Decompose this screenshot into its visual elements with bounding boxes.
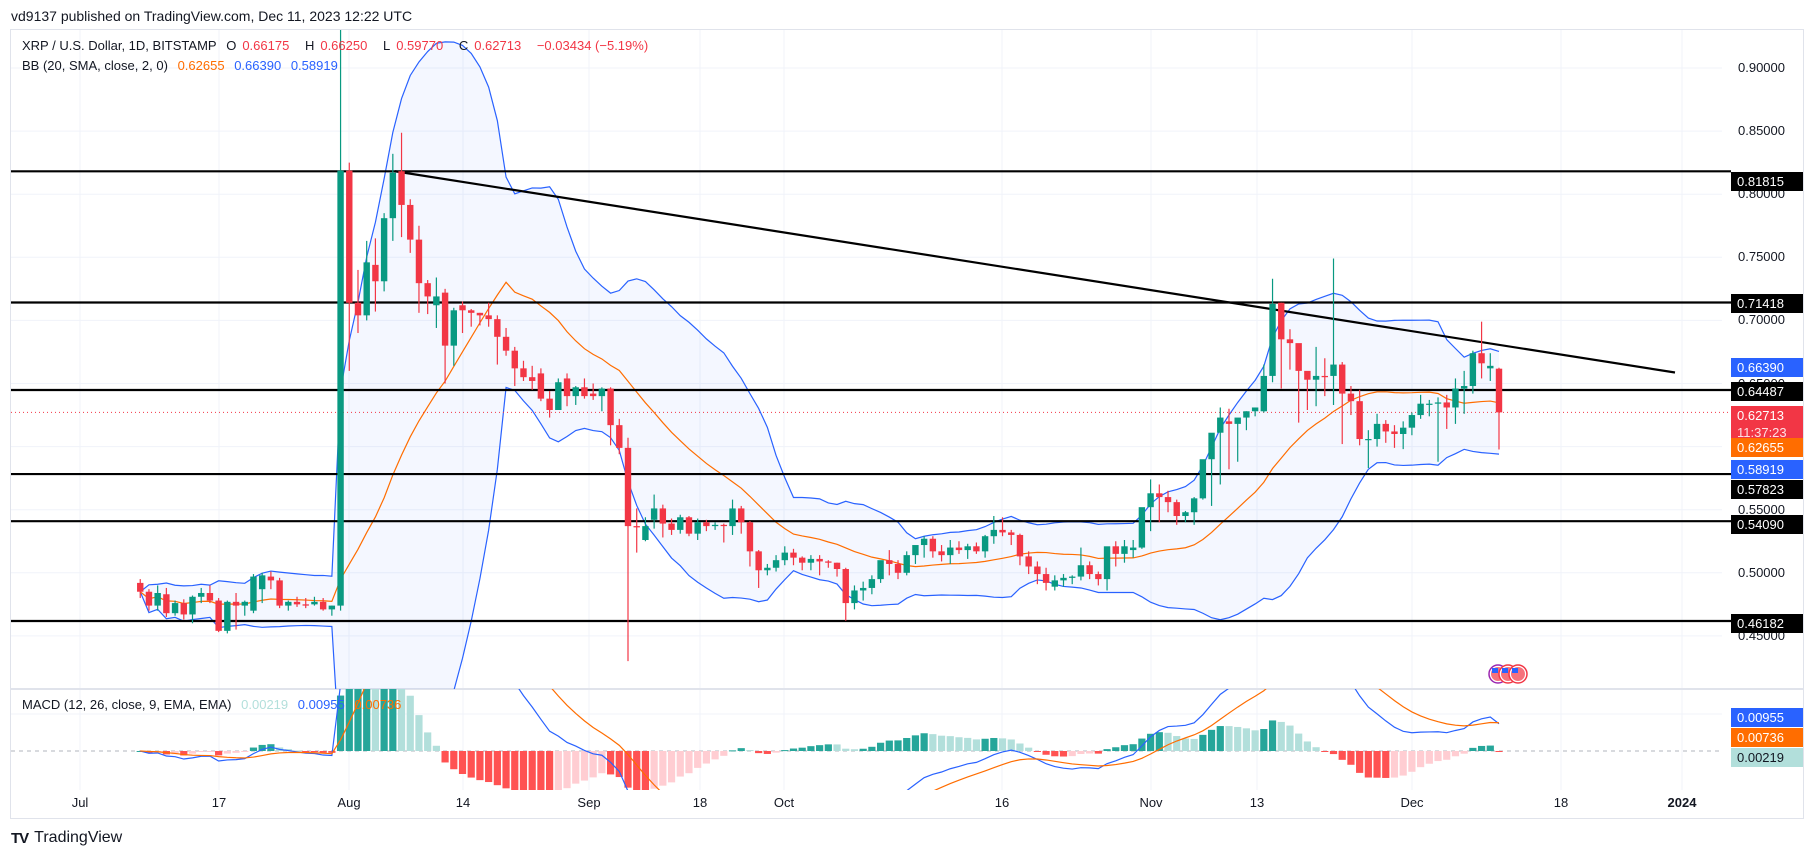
candles[interactable] — [137, 20, 1503, 662]
macd-tag: 0.00736 — [1731, 728, 1803, 747]
bb-lower-value: 0.58919 — [290, 58, 338, 73]
macd-signal-value: 0.00736 — [354, 697, 402, 712]
price-tag: 0.62713 11:37:23 — [1731, 406, 1803, 442]
time-label: 13 — [1249, 795, 1265, 810]
price-tag: 0.66390 — [1731, 358, 1803, 377]
price-tick: 0.90000 — [1738, 60, 1785, 75]
price-tick: 0.70000 — [1738, 312, 1785, 328]
symbol-legend: XRP / U.S. Dollar, 1D, BITSTAMP O 0.66175… — [22, 38, 649, 53]
time-label: 18 — [692, 795, 708, 810]
macd-legend[interactable]: MACD (12, 26, close, 9, EMA, EMA) 0.0021… — [22, 697, 407, 712]
bb-upper-value: 0.66390 — [234, 58, 282, 73]
bb-basis-value: 0.62655 — [177, 58, 225, 73]
price-tick: 0.85000 — [1738, 123, 1785, 139]
price-tick: 0.75000 — [1738, 249, 1785, 265]
us-event-flags[interactable] — [1488, 664, 1528, 684]
macd-hist-value: 0.00219 — [241, 697, 289, 712]
tradingview-logo-icon: TV — [11, 829, 29, 847]
time-label: 2024 — [1667, 795, 1697, 810]
macd-label: MACD (12, 26, close, 9, EMA, EMA) — [22, 697, 232, 712]
low-value: 0.59770 — [396, 38, 444, 53]
time-label: 14 — [455, 795, 471, 810]
support-resistance-lines[interactable] — [11, 170, 1731, 623]
time-label: Aug — [337, 795, 361, 810]
trendline[interactable] — [394, 170, 1676, 374]
price-tag: 0.62655 — [1731, 438, 1803, 457]
change-value: −0.03434 (−5.19%) — [536, 38, 649, 53]
time-label: 17 — [211, 795, 227, 810]
price-tick: 0.50000 — [1738, 564, 1785, 580]
price-tag: 0.58919 — [1731, 460, 1803, 479]
tradingview-logo: TV TradingView — [11, 829, 122, 847]
brand-name: TradingView — [34, 829, 123, 846]
price-tag: 0.57823 — [1731, 480, 1803, 499]
time-label: Sep — [577, 795, 601, 810]
price-tag: 0.64487 — [1731, 382, 1803, 401]
close-value: 0.62713 — [474, 38, 522, 53]
price-tag: 0.71418 — [1731, 294, 1803, 313]
macd-tag: 0.00219 — [1731, 748, 1803, 767]
bb-legend[interactable]: BB (20, SMA, close, 2, 0) 0.62655 0.6639… — [22, 58, 344, 73]
time-label: 18 — [1553, 795, 1569, 810]
published-caption: vd9137 published on TradingView.com, Dec… — [11, 8, 413, 24]
time-label: Jul — [71, 795, 89, 810]
chart-frame — [10, 29, 1804, 819]
grid — [11, 30, 1803, 790]
price-tag: 0.81815 — [1731, 172, 1803, 191]
price-tick: 0.55000 — [1738, 501, 1785, 517]
high-value: 0.66250 — [320, 38, 368, 53]
macd-panel[interactable] — [11, 538, 1731, 836]
time-label: Dec — [1400, 795, 1424, 810]
symbol-title: XRP / U.S. Dollar, 1D, BITSTAMP — [22, 38, 217, 53]
time-label: 16 — [994, 795, 1010, 810]
macd-line-value: 0.00955 — [297, 697, 345, 712]
bb-label: BB (20, SMA, close, 2, 0) — [22, 58, 168, 73]
price-tag: 0.46182 — [1731, 614, 1803, 633]
price-tag: 0.54090 — [1731, 515, 1803, 534]
open-value: 0.66175 — [242, 38, 290, 53]
time-label: Nov — [1139, 795, 1163, 810]
time-label: Oct — [773, 795, 795, 810]
macd-tag: 0.00955 — [1731, 708, 1803, 727]
